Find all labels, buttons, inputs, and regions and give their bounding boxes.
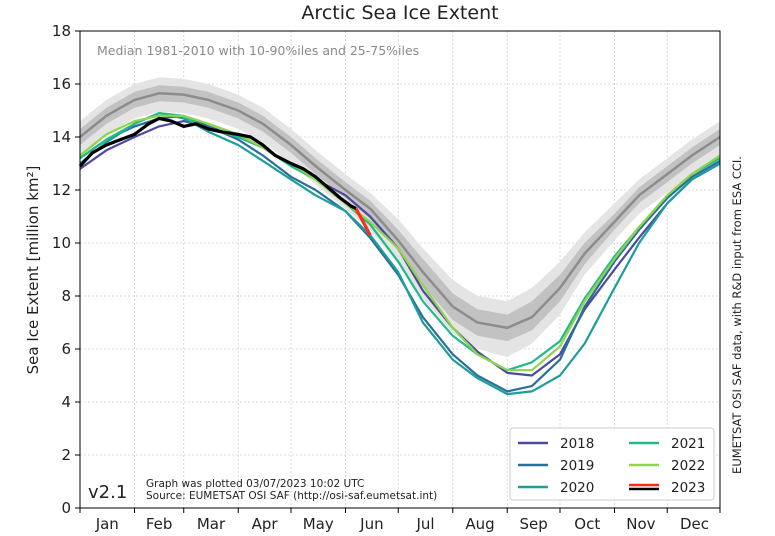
data-source: Source: EUMETSAT OSI SAF (http://osi-saf… (146, 490, 437, 502)
x-tick-label: Jun (359, 515, 383, 533)
y-tick-label: 12 (52, 181, 71, 199)
series-2020 (79, 112, 721, 396)
legend-box (509, 427, 715, 501)
series-2023 (78, 116, 357, 211)
y-tick-label: 16 (52, 75, 71, 93)
x-tick-label: Sep (519, 515, 547, 533)
x-tick-label: Jul (415, 515, 434, 533)
y-tick-label: 2 (61, 446, 71, 464)
y-axis-label: Sea Ice Extent [million km²] (24, 166, 42, 375)
x-tick-label: Feb (146, 515, 173, 533)
y-axis: 0 2 4 6 8 10 12 14 16 18 (52, 22, 80, 517)
band-25-75 (80, 85, 720, 342)
median-line (79, 92, 721, 330)
legend: 2018 2019 2020 2021 2022 2023 (509, 427, 715, 501)
y-tick-label: 0 (61, 499, 71, 517)
x-tick-label: Nov (626, 515, 655, 533)
y-tick-label: 8 (61, 287, 71, 305)
x-tick-label: Aug (465, 515, 494, 533)
x-axis: Jan Feb Mar Apr May Jun Jul Aug Sep Oct Nov Dec (79, 508, 721, 533)
x-tick-label: Mar (197, 515, 226, 533)
series-lines (78, 112, 721, 396)
version-label: v2.1 (88, 482, 127, 503)
series-2022 (79, 114, 721, 372)
chart-title: Arctic Sea Ice Extent (301, 2, 498, 24)
y-tick-label: 10 (52, 234, 71, 252)
y-tick-label: 4 (61, 393, 71, 411)
plot-area: Median 1981-2010 with 10-90%iles and 25-… (78, 30, 721, 509)
x-tick-label: Jan (95, 515, 119, 533)
x-tick-label: Oct (574, 515, 600, 533)
legend-label-2018: 2018 (560, 436, 594, 452)
plot-frame (79, 30, 721, 509)
y-tick-label: 6 (61, 340, 71, 358)
legend-label-2023: 2023 (671, 480, 705, 496)
legend-label-2020: 2020 (560, 480, 594, 496)
chart-subtitle: Median 1981-2010 with 10-90%iles and 25-… (97, 43, 419, 58)
y-tick-label: 18 (52, 22, 71, 40)
legend-label-2021: 2021 (671, 436, 705, 452)
side-note: EUMETSAT OSI SAF data, with R&D input fr… (730, 156, 744, 474)
legend-label-2019: 2019 (560, 458, 594, 474)
x-tick-label: Dec (680, 515, 709, 533)
x-tick-label: Apr (252, 515, 279, 533)
plot-timestamp: Graph was plotted 03/07/2023 10:02 UTC (146, 478, 364, 490)
legend-label-2022: 2022 (671, 458, 705, 474)
series-2023-recent (354, 207, 372, 236)
y-tick-label: 14 (52, 128, 71, 146)
percentile-bands (79, 77, 721, 358)
x-tick-label: May (303, 515, 334, 533)
